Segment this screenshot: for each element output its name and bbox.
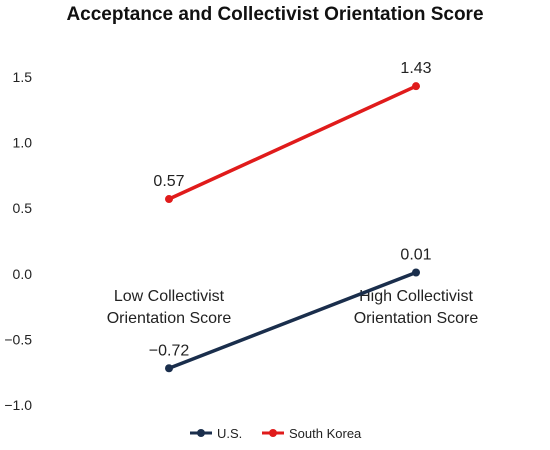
legend-item: South Korea bbox=[262, 426, 362, 441]
series-2: 0.57 1.43 bbox=[153, 60, 432, 204]
data-point bbox=[412, 82, 420, 91]
legend-label: South Korea bbox=[289, 426, 362, 441]
series-line bbox=[167, 270, 418, 371]
data-label: 0.57 bbox=[153, 173, 184, 190]
chart-title: Acceptance and Collectivist Orientation … bbox=[66, 4, 484, 25]
legend-swatch-marker bbox=[197, 429, 205, 437]
data-label: 0.01 bbox=[400, 246, 431, 263]
x-category-label-line: Low Collectivist bbox=[114, 288, 225, 305]
data-point bbox=[165, 195, 173, 204]
x-category-label: High Collectivist Orientation Score bbox=[354, 288, 479, 327]
legend: U.S. South Korea bbox=[190, 426, 362, 441]
x-category-label-line: Orientation Score bbox=[354, 310, 479, 327]
y-tick-label: 1.0 bbox=[13, 135, 33, 151]
y-tick-label: 0.0 bbox=[13, 266, 33, 282]
series-line bbox=[167, 84, 418, 201]
y-tick-label: 0.5 bbox=[13, 200, 33, 216]
series-layer: −0.72 0.01 0.57 1.43 bbox=[149, 60, 432, 373]
x-category-label: Low Collectivist Orientation Score bbox=[107, 288, 232, 327]
y-tick-label: −1.0 bbox=[4, 397, 32, 413]
x-category-label-line: Orientation Score bbox=[107, 310, 232, 327]
legend-item: U.S. bbox=[190, 426, 242, 441]
y-tick-label: −0.5 bbox=[4, 331, 32, 347]
data-label: −0.72 bbox=[149, 342, 190, 359]
legend-swatch-marker bbox=[269, 429, 277, 437]
legend-label: U.S. bbox=[217, 426, 242, 441]
data-label: 1.43 bbox=[400, 60, 431, 77]
data-point bbox=[412, 268, 420, 277]
data-point bbox=[165, 364, 173, 373]
y-tick-label: 1.5 bbox=[13, 69, 33, 85]
series-1: −0.72 0.01 bbox=[149, 246, 432, 373]
x-category-label-line: High Collectivist bbox=[359, 288, 473, 305]
y-axis: 1.5 1.0 0.5 0.0 −0.5 −1.0 bbox=[4, 69, 32, 413]
